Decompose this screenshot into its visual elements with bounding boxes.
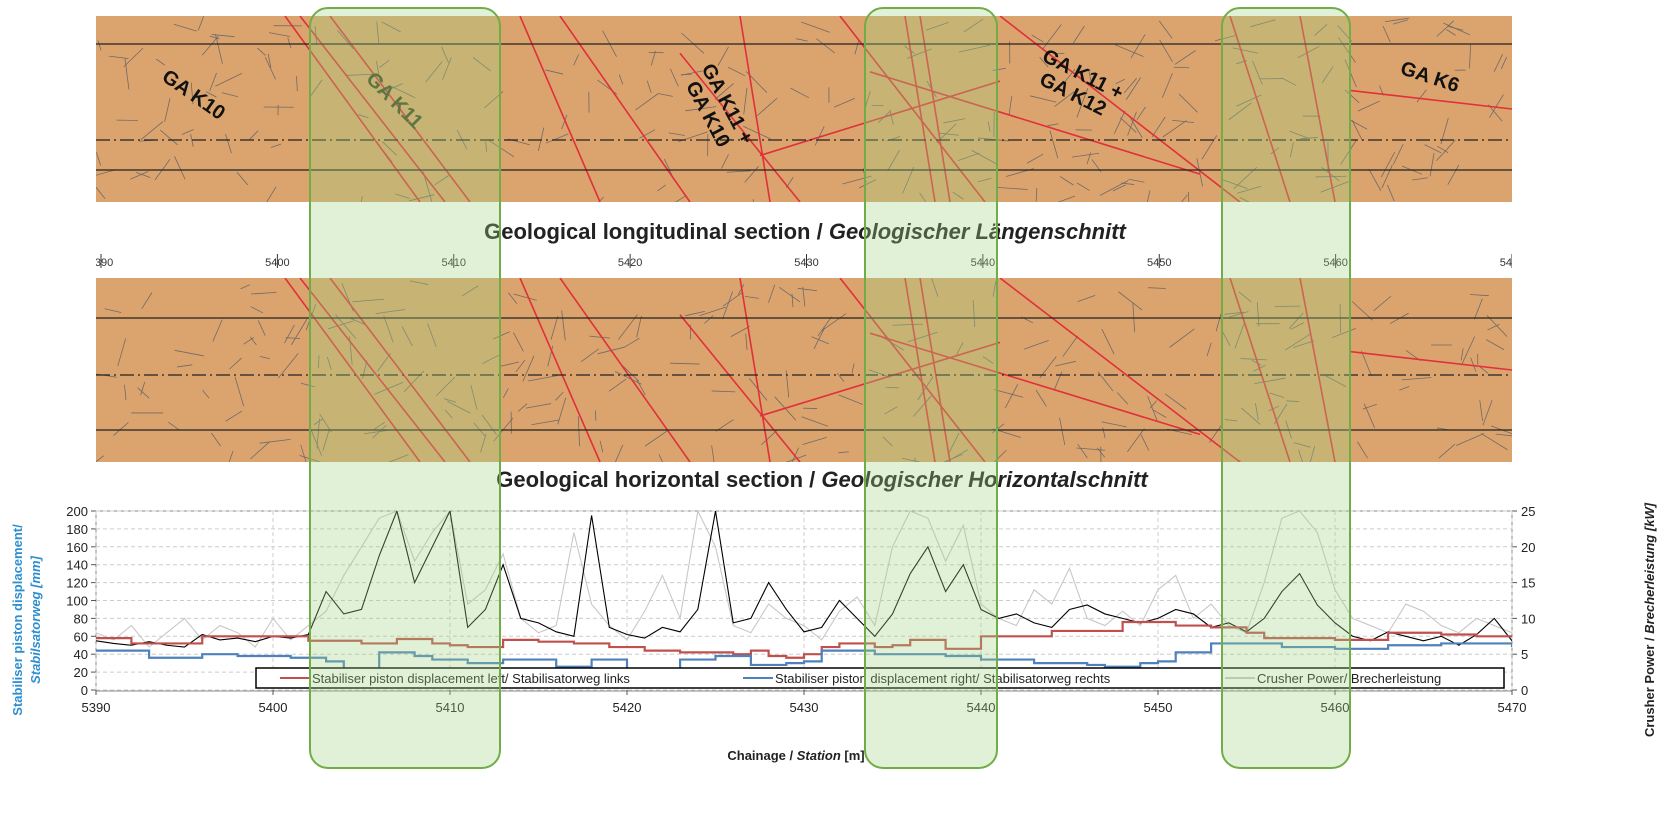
section-title: Geological horizontal section / Geologis… <box>496 467 1149 492</box>
ruler-label: 5420 <box>618 257 642 269</box>
y-axis-label: Stabiliser piston displacement/ <box>10 524 25 716</box>
y2-tick-label: 15 <box>1521 576 1535 591</box>
hatch <box>1174 67 1189 68</box>
y-tick-label: 60 <box>74 629 88 644</box>
ruler-label: 5470 <box>1500 257 1524 269</box>
x-tick-label: 5450 <box>1144 700 1173 715</box>
y-tick-label: 160 <box>66 540 88 555</box>
x-tick-label: 5430 <box>790 700 819 715</box>
x-tick-label: 5470 <box>1498 700 1527 715</box>
y-axis-label: Stabilsatorweg [mm] <box>28 555 43 684</box>
y2-tick-label: 25 <box>1521 504 1535 519</box>
y-tick-label: 80 <box>74 611 88 626</box>
x-axis-label: Chainage / Station [m] <box>727 748 864 763</box>
hatch <box>753 199 757 221</box>
y-tick-label: 180 <box>66 522 88 537</box>
y-tick-label: 20 <box>74 665 88 680</box>
x-tick-label: 5390 <box>82 700 111 715</box>
y-tick-label: 0 <box>81 683 88 698</box>
highlight-zone <box>310 8 500 768</box>
x-tick-label: 5400 <box>259 700 288 715</box>
hatch <box>83 456 103 471</box>
x-tick-label: 5420 <box>613 700 642 715</box>
ruler-label: 5430 <box>794 257 818 269</box>
y-tick-label: 100 <box>66 594 88 609</box>
y-tick-label: 120 <box>66 576 88 591</box>
highlight-zone <box>1222 8 1350 768</box>
y2-tick-label: 5 <box>1521 647 1528 662</box>
ruler-label: 5400 <box>265 257 289 269</box>
y2-tick-label: 20 <box>1521 540 1535 555</box>
ruler-label: 5390 <box>89 257 113 269</box>
y2-tick-label: 10 <box>1521 611 1535 626</box>
y2-tick-label: 0 <box>1521 683 1528 698</box>
y-tick-label: 200 <box>66 504 88 519</box>
highlight-zone <box>865 8 997 768</box>
section-title: Geological longitudinal section / Geolog… <box>484 219 1127 244</box>
y-tick-label: 40 <box>74 647 88 662</box>
y2-axis-label: Crusher Power / Brecherleistung [kW] <box>1642 502 1657 737</box>
ruler-label: 5450 <box>1147 257 1171 269</box>
y-tick-label: 140 <box>66 558 88 573</box>
